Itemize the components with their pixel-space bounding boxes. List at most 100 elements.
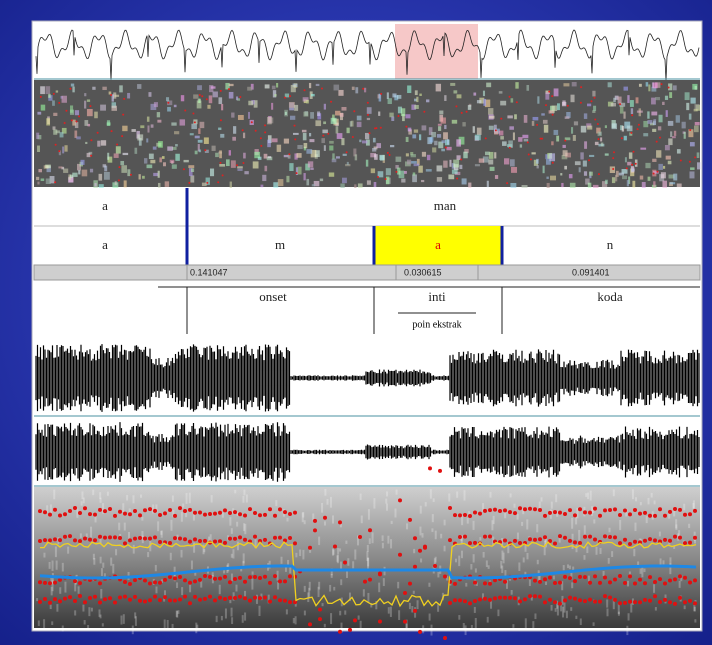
spectro-cell (38, 168, 42, 173)
formant-dot (313, 518, 317, 523)
spectro-cell (356, 115, 362, 121)
spectro-cell (421, 533, 424, 538)
spectro-cell (207, 104, 211, 109)
spectro-cell (411, 606, 414, 613)
formant-dot (673, 601, 677, 606)
spectro-cell (564, 137, 571, 141)
spectro-cell (488, 151, 494, 159)
formant-dot (548, 575, 552, 580)
spectro-dot (636, 128, 639, 131)
spectro-cell (294, 602, 297, 607)
spectro-cell (620, 125, 624, 131)
formant-dot (378, 619, 382, 624)
spectro-dot (379, 126, 382, 129)
spectro-cell (219, 150, 222, 159)
formant-dot (253, 534, 257, 539)
spectro-cell (386, 176, 390, 185)
formant-dot (48, 600, 52, 605)
spectro-dot (456, 177, 459, 180)
annotation-note: poin ekstrak (412, 319, 461, 330)
spectro-cell (274, 94, 277, 97)
formant-dot (123, 541, 127, 546)
formant-dot (413, 536, 417, 541)
spectro-cell (627, 95, 630, 104)
spectro-cell (412, 174, 417, 183)
spectro-cell (512, 132, 515, 141)
spectro-dot (659, 136, 662, 139)
spectro-dot (423, 110, 426, 113)
spectro-cell (98, 609, 101, 617)
formant-dot (348, 627, 352, 632)
formant-dot (528, 594, 532, 599)
formant-dot (523, 597, 527, 602)
formant-dot (183, 537, 187, 542)
spectro-cell (586, 123, 592, 128)
spectro-cell (543, 124, 549, 133)
spectro-cell (40, 104, 46, 111)
spectro-cell (329, 496, 332, 508)
spectro-cell (167, 146, 173, 151)
formant-dot (673, 577, 677, 582)
spectro-cell (302, 97, 309, 102)
spectro-cell (332, 153, 335, 160)
spectro-cell (285, 609, 288, 615)
formant-dot (598, 513, 602, 518)
formant-dot (403, 590, 407, 595)
spectro-cell (141, 531, 144, 538)
spectro-dot (289, 95, 292, 98)
formant-dot (478, 541, 482, 546)
formant-dot (543, 513, 547, 518)
formant-dot (123, 579, 127, 584)
formant-dot (353, 618, 357, 623)
spectro-cell (401, 178, 406, 183)
spectro-cell (533, 159, 539, 166)
spectro-cell (426, 99, 430, 103)
spectro-cell (36, 176, 40, 181)
spectro-dot (65, 109, 68, 112)
spectro-cell (306, 149, 313, 154)
spectro-cell (308, 587, 311, 598)
spectro-cell (625, 508, 628, 517)
spectro-cell (500, 136, 504, 140)
formant-dot (488, 534, 492, 539)
spectro-cell (107, 156, 113, 163)
spectro-cell (488, 108, 494, 115)
spectro-cell (372, 148, 377, 152)
spectro-dot (380, 92, 383, 95)
spectro-cell (140, 125, 145, 129)
spectro-dot (527, 153, 530, 156)
formant-dot (593, 574, 597, 579)
spectro-cell (330, 613, 333, 625)
spectro-cell (323, 121, 327, 125)
spectro-cell (645, 516, 648, 524)
formant-dot (533, 537, 537, 542)
formant-dot (693, 601, 697, 606)
spectro-cell (267, 139, 271, 148)
spectro-cell (179, 119, 186, 126)
formant-dot (648, 537, 652, 542)
spectro-cell (335, 126, 339, 134)
formant-dot (453, 598, 457, 603)
spectro-cell (258, 605, 261, 617)
formant-dot (178, 575, 182, 580)
spectro-cell (614, 95, 619, 100)
spectro-cell (456, 491, 459, 498)
spectro-cell (472, 554, 475, 563)
spectro-cell (667, 160, 672, 165)
formant-dot (633, 581, 637, 586)
annotation-label: koda (597, 289, 623, 304)
spectro-dot (590, 100, 593, 103)
spectro-cell (676, 183, 682, 188)
spectro-cell (411, 161, 417, 164)
spectro-cell (52, 126, 56, 130)
spectro-cell (463, 490, 466, 501)
formant-dot (163, 511, 167, 516)
formant-dot (273, 535, 277, 540)
waveform-lower (35, 422, 700, 482)
spectro-cell (175, 153, 180, 161)
spectro-cell (345, 540, 348, 544)
spectro-cell (37, 181, 40, 185)
spectro-cell (693, 538, 696, 544)
spectro-cell (561, 581, 564, 591)
spectro-cell (688, 113, 692, 120)
